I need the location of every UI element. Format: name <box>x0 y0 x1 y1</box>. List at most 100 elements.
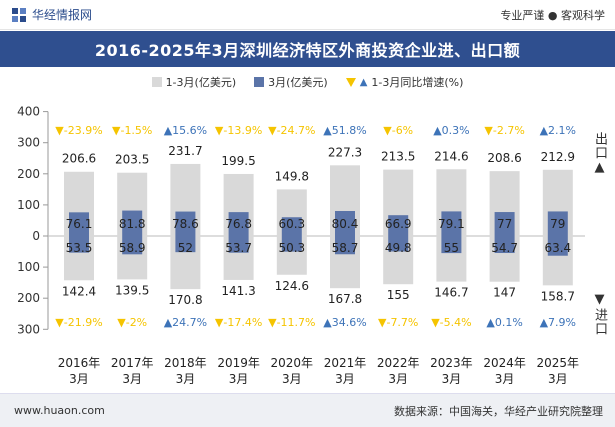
label-import-march: 53.7 <box>225 241 252 255</box>
slogan: 专业严谨 ● 客观科学 <box>500 8 605 22</box>
label-export-cumulative: 212.9 <box>541 150 575 164</box>
legend-swatch-march <box>254 77 265 87</box>
bar-import-march <box>228 236 249 253</box>
y-tick-label: 300 <box>17 136 40 150</box>
import-label-text: 进口 <box>592 308 607 336</box>
growth-value: -2% <box>126 316 147 329</box>
legend-item-growth: ▲ 1-3月同比增速(%) <box>345 74 464 90</box>
label-import-growth: ▲0.1% <box>486 316 522 329</box>
legend-item-march: 3月(亿美元) <box>254 74 328 90</box>
up-triangle-icon: ▲ <box>486 316 495 329</box>
legend-triangle-icon <box>345 77 356 87</box>
label-import-cumulative: 142.4 <box>62 284 96 298</box>
growth-value: 7.9% <box>548 316 576 329</box>
down-triangle-icon: ▼ <box>215 316 224 329</box>
bar-import-march <box>547 236 568 256</box>
footer-source: 数据来源：中国海关，华经产业研究院整理 <box>394 404 603 418</box>
growth-value: -17.4% <box>223 316 262 329</box>
bar-export-march <box>175 211 196 236</box>
label-export-growth: ▲0.3% <box>433 124 469 137</box>
label-import-growth: ▲7.9% <box>540 316 576 329</box>
up-arrow-icon: ▲ <box>592 160 607 176</box>
x-tick-label-month: 3月 <box>442 372 462 386</box>
growth-value: 0.1% <box>495 316 523 329</box>
x-tick-label-year: 2019年 <box>217 356 260 370</box>
legend-up-triangle-icon: ▲ <box>359 76 368 88</box>
growth-value: 0.3% <box>442 124 470 137</box>
brand[interactable]: 华经情报网 <box>12 6 92 23</box>
x-tick-label-month: 3月 <box>495 372 515 386</box>
bar-export-march <box>122 210 143 236</box>
up-triangle-icon: ▲ <box>323 316 332 329</box>
label-export-growth: ▲15.6% <box>164 124 207 137</box>
down-arrow-icon: ▼ <box>592 292 607 308</box>
bar-import-march <box>494 236 515 254</box>
label-export-march: 78.6 <box>172 217 199 231</box>
label-export-cumulative: 208.6 <box>487 151 521 165</box>
x-tick-label-year: 2021年 <box>324 356 367 370</box>
footer-url[interactable]: www.huaon.com <box>14 404 105 417</box>
label-import-growth: ▼-21.9% <box>55 316 102 329</box>
y-tick-label: 300 <box>17 322 40 336</box>
label-export-cumulative: 149.8 <box>275 169 309 183</box>
x-tick-label-year: 2017年 <box>111 356 154 370</box>
y-tick-label: 200 <box>17 167 40 181</box>
growth-value: -1.5% <box>120 124 152 137</box>
label-import-march: 58.9 <box>119 241 146 255</box>
huajing-logo-icon <box>12 7 26 22</box>
growth-value: -23.9% <box>64 124 103 137</box>
up-triangle-icon: ▲ <box>164 316 173 329</box>
bar-import-march <box>175 236 196 253</box>
growth-value: -21.9% <box>64 316 103 329</box>
label-import-march: 53.5 <box>66 241 93 255</box>
legend-label-growth: 1-3月同比增速(%) <box>371 76 464 89</box>
import-side-label: ▼进口 <box>590 292 609 336</box>
chart-title: 2016-2025年3月深圳经济特区外商投资企业进、出口额 <box>0 31 615 67</box>
bar-export-march <box>69 212 89 236</box>
bar-export-march <box>228 212 249 236</box>
bar-export-march <box>494 212 515 236</box>
label-import-growth: ▲34.6% <box>323 316 366 329</box>
bar-export-march <box>441 211 462 236</box>
label-import-cumulative: 124.6 <box>275 279 309 293</box>
growth-value: -11.7% <box>277 316 316 329</box>
growth-value: 15.6% <box>172 124 207 137</box>
x-tick-label-year: 2016年 <box>58 356 101 370</box>
top-bar: 华经情报网 专业严谨 ● 客观科学 <box>0 0 615 30</box>
growth-value: -2.7% <box>493 124 525 137</box>
export-side-label: 出口▲ <box>590 132 609 176</box>
label-import-march: 52 <box>178 241 193 255</box>
label-export-growth: ▼-13.9% <box>215 124 262 137</box>
y-tick-label: 100 <box>17 198 40 212</box>
bar-import-march <box>122 236 143 255</box>
footer: www.huaon.com 数据来源：中国海关，华经产业研究院整理 <box>0 393 615 427</box>
x-tick-label-month: 3月 <box>388 372 408 386</box>
label-export-cumulative: 213.5 <box>381 150 415 164</box>
label-export-march: 66.9 <box>385 217 412 231</box>
label-export-growth: ▼-6% <box>383 124 413 137</box>
bar-export-march <box>388 215 409 236</box>
label-export-march: 60.3 <box>278 217 305 231</box>
y-tick-label: 200 <box>17 291 40 305</box>
down-triangle-icon: ▼ <box>383 124 392 137</box>
x-tick-label-year: 2022年 <box>377 356 420 370</box>
label-export-march: 80.4 <box>332 217 359 231</box>
growth-value: -6% <box>392 124 413 137</box>
down-triangle-icon: ▼ <box>55 316 64 329</box>
x-tick-label-year: 2025年 <box>537 356 580 370</box>
legend: 1-3月(亿美元) 3月(亿美元) ▲ 1-3月同比增速(%) <box>0 73 615 91</box>
label-export-growth: ▼-23.9% <box>55 124 102 137</box>
label-export-growth: ▼-2.7% <box>484 124 524 137</box>
label-import-growth: ▼-17.4% <box>215 316 262 329</box>
label-import-march: 63.4 <box>544 241 571 255</box>
y-tick-label: 100 <box>17 260 40 274</box>
legend-label-cumulative: 1-3月(亿美元) <box>165 76 237 89</box>
bar-export-march <box>547 211 568 236</box>
growth-value: 51.8% <box>332 124 367 137</box>
label-import-growth: ▼-2% <box>117 316 147 329</box>
growth-value: -7.7% <box>386 316 418 329</box>
bar-export-march <box>281 217 302 236</box>
chart-area: 400 300 200 100 0 100 200 300 206.6 142.4 76.1 53.5… <box>17 105 585 386</box>
up-triangle-icon: ▲ <box>540 124 549 137</box>
label-export-cumulative: 203.5 <box>115 153 149 167</box>
